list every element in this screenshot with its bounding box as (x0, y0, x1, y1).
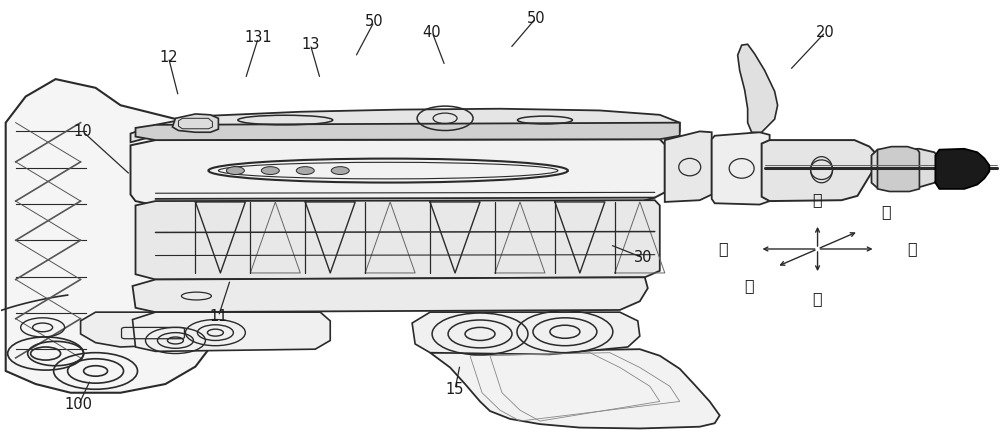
Text: 左: 左 (744, 278, 754, 294)
Polygon shape (665, 132, 712, 202)
Text: 下: 下 (813, 291, 822, 306)
Polygon shape (935, 149, 989, 189)
Text: 前: 前 (718, 242, 728, 257)
Polygon shape (412, 312, 640, 354)
Text: 13: 13 (301, 37, 319, 52)
Text: 131: 131 (245, 30, 272, 45)
Text: 50: 50 (527, 10, 545, 26)
Polygon shape (877, 147, 919, 191)
Text: 11: 11 (209, 309, 228, 324)
Text: 上: 上 (813, 192, 822, 207)
Text: 40: 40 (423, 24, 441, 40)
Polygon shape (136, 123, 680, 140)
Polygon shape (133, 312, 330, 351)
Circle shape (261, 166, 279, 174)
Polygon shape (131, 109, 680, 142)
Polygon shape (738, 44, 778, 132)
Polygon shape (871, 149, 939, 188)
Polygon shape (136, 200, 660, 280)
Text: 100: 100 (65, 397, 93, 413)
Circle shape (296, 166, 314, 174)
Polygon shape (81, 312, 235, 347)
Polygon shape (131, 139, 665, 205)
Text: 20: 20 (816, 24, 835, 40)
Polygon shape (762, 140, 877, 201)
Polygon shape (133, 277, 648, 312)
Text: 30: 30 (634, 250, 652, 265)
Text: 15: 15 (446, 382, 464, 397)
Text: 50: 50 (365, 14, 383, 29)
Circle shape (331, 166, 349, 174)
Circle shape (226, 166, 244, 174)
Polygon shape (712, 132, 770, 205)
Text: 后: 后 (907, 242, 917, 257)
Text: 10: 10 (73, 124, 92, 139)
Text: 12: 12 (159, 50, 178, 65)
Polygon shape (6, 79, 225, 393)
Text: 右: 右 (881, 205, 891, 219)
Polygon shape (172, 114, 218, 132)
Polygon shape (430, 349, 720, 428)
